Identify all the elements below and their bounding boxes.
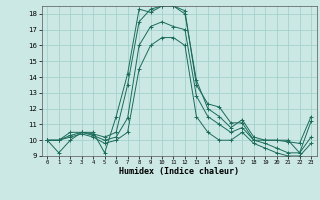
X-axis label: Humidex (Indice chaleur): Humidex (Indice chaleur)	[119, 167, 239, 176]
